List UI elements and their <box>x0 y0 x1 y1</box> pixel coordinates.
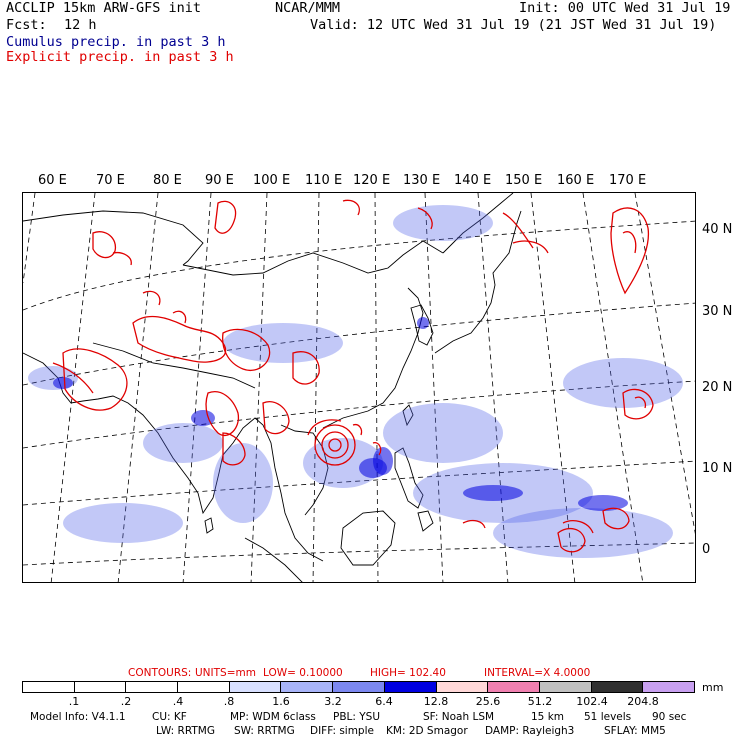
colorbar-cell <box>281 682 334 692</box>
colorbar-cell <box>539 682 592 692</box>
plot-title: ACCLIP 15km ARW-GFS init <box>6 0 202 16</box>
valid-time: Valid: 12 UTC Wed 31 Jul 19 (21 JST Wed … <box>310 17 717 33</box>
colorbar-tick: 102.4 <box>576 695 608 708</box>
model-info: 15 km <box>531 711 565 723</box>
lon-label: 120 E <box>353 173 391 188</box>
lon-label: 90 E <box>205 173 234 188</box>
lon-label: 60 E <box>38 173 67 188</box>
colorbar-cell <box>333 682 385 692</box>
model-info: KM: 2D Smagor <box>386 725 468 737</box>
colorbar-unit: mm <box>702 681 724 694</box>
cumulus-label: Cumulus precip. in past 3 h <box>6 34 226 50</box>
colorbar-tick: 25.6 <box>475 695 501 708</box>
lat-label: 30 N <box>702 304 733 319</box>
contours-high: HIGH= 102.40 <box>370 667 446 679</box>
lat-label: 0 <box>702 542 711 557</box>
cumulus-precip-core <box>53 317 628 511</box>
org-label: NCAR/MMM <box>275 0 341 16</box>
colorbar-cell <box>643 682 694 692</box>
colorbar-cell <box>178 682 230 692</box>
lon-label: 140 E <box>454 173 492 188</box>
contours-units: UNITS=mm <box>195 667 256 679</box>
latlon-grid <box>23 193 695 582</box>
colorbar-cell <box>591 682 644 692</box>
colorbar-tick: .4 <box>172 695 184 708</box>
fcst-label: Fcst: <box>6 17 47 33</box>
explicit-precip <box>52 199 654 553</box>
lat-label: 10 N <box>702 461 733 476</box>
model-info: LW: RRTMG <box>156 725 215 737</box>
colorbar-tick: 204.8 <box>627 695 659 708</box>
colorbar-tick: .2 <box>120 695 132 708</box>
contours-interval: INTERVAL=X 4.0000 <box>484 667 591 679</box>
model-info: SW: RRTMG <box>234 725 295 737</box>
lon-label: 100 E <box>253 173 291 188</box>
colorbar-tick: 12.8 <box>423 695 449 708</box>
init-time: Init: 00 UTC Wed 31 Jul 19 <box>519 0 731 16</box>
colorbar-cell <box>23 682 75 692</box>
contours-low: LOW= 0.10000 <box>263 667 343 679</box>
colorbar-cell <box>488 682 540 692</box>
model-info: DAMP: Rayleigh3 <box>485 725 575 737</box>
model-info: SF: Noah LSM <box>423 711 495 723</box>
lon-label: 80 E <box>153 173 182 188</box>
colorbar-tick: 3.2 <box>324 695 342 708</box>
colorbar-cell <box>436 682 489 692</box>
model-info: CU: KF <box>152 711 187 723</box>
model-info: SFLAY: MM5 <box>604 725 666 737</box>
fcst-value: 12 h <box>64 17 97 33</box>
model-info: Model Info: V4.1.1 <box>30 711 126 723</box>
lat-label: 40 N <box>702 222 733 237</box>
coastlines <box>23 193 522 582</box>
model-info: 90 sec <box>652 711 687 723</box>
colorbar-tick: .1 <box>68 695 80 708</box>
colorbar-cell <box>126 682 179 692</box>
model-info: PBL: YSU <box>333 711 381 723</box>
lon-label: 70 E <box>96 173 125 188</box>
precip-map <box>22 192 696 583</box>
colorbar-tick: 6.4 <box>375 695 393 708</box>
lon-label: 170 E <box>609 173 647 188</box>
colorbar-cell <box>384 682 437 692</box>
colorbar-tick: 1.6 <box>272 695 290 708</box>
colorbar-cell <box>229 682 282 692</box>
colorbar-tick: 51.2 <box>527 695 553 708</box>
lon-label: 130 E <box>403 173 441 188</box>
model-info: MP: WDM 6class <box>230 711 316 723</box>
lon-label: 160 E <box>557 173 595 188</box>
lon-label: 110 E <box>305 173 343 188</box>
colorbar-tick: .8 <box>223 695 235 708</box>
colorbar-cell <box>74 682 127 692</box>
model-info: 51 levels <box>584 711 632 723</box>
colorbar <box>22 681 695 693</box>
model-info: DIFF: simple <box>310 725 374 737</box>
explicit-label: Explicit precip. in past 3 h <box>6 49 234 65</box>
contours-label: CONTOURS: <box>128 667 192 679</box>
lat-label: 20 N <box>702 380 733 395</box>
lon-label: 150 E <box>505 173 543 188</box>
